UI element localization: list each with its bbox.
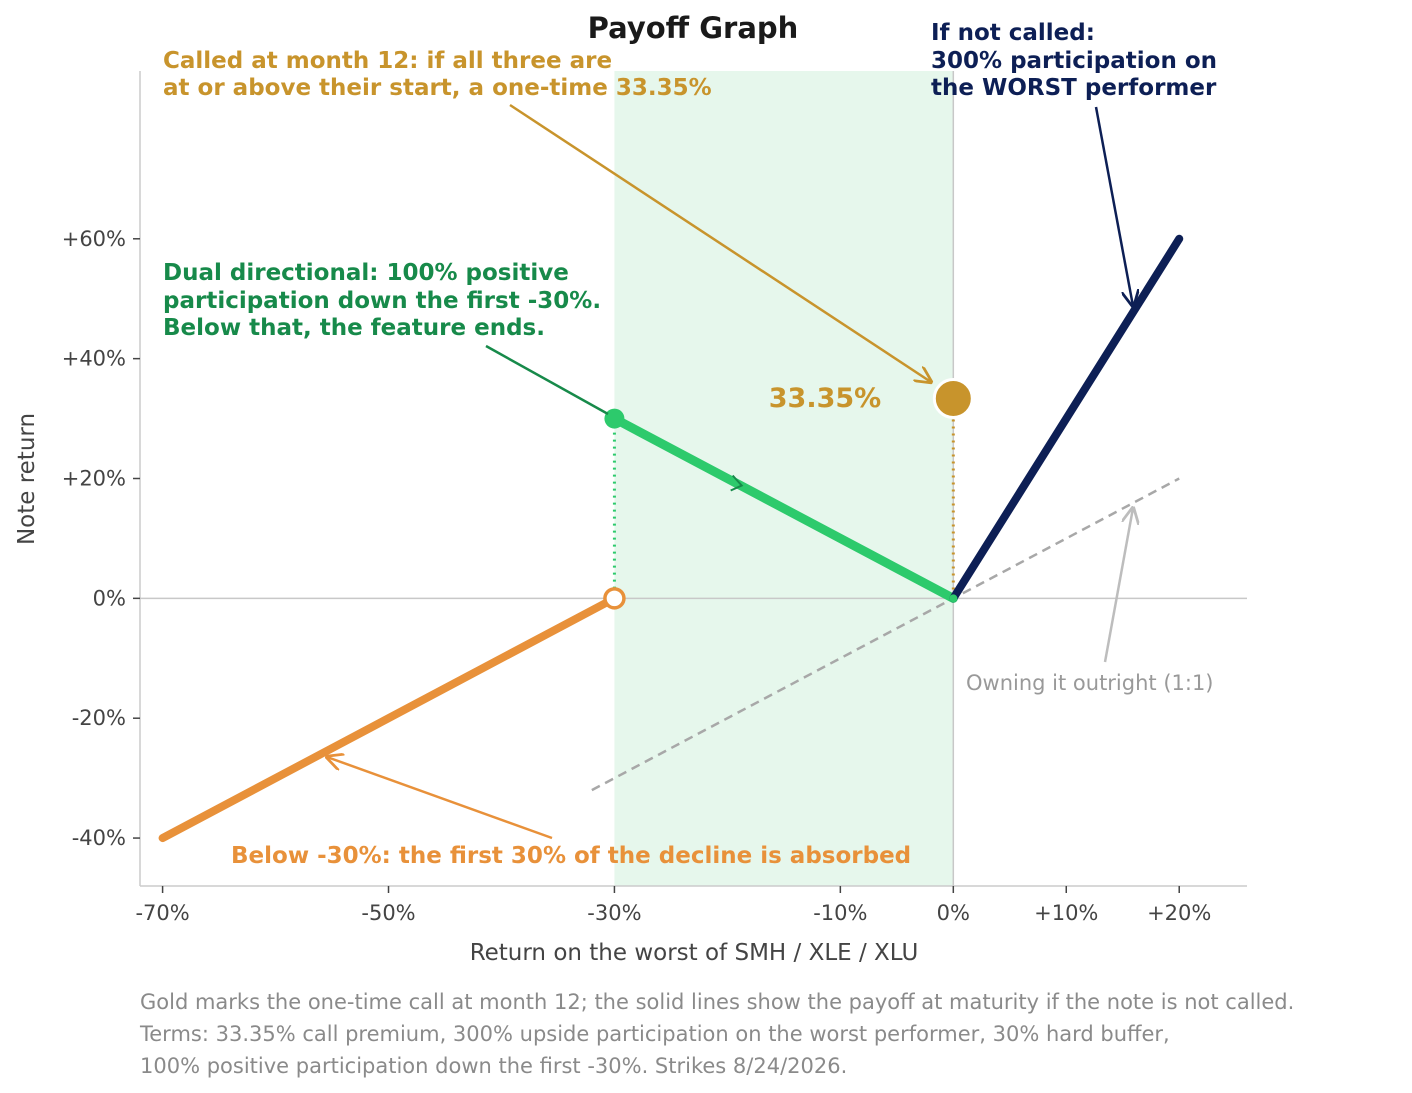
dual-start-marker [604,408,625,429]
payoff-chart: -70% -50% -30% -10% 0% +10% +20% -40% -20% 0% +20… [14,11,1247,966]
x-tick-label: 0% [937,901,970,925]
x-tick-label: -30% [587,901,641,925]
chart-caption: Gold marks the one-time call at month 12… [140,986,1402,1082]
not-called-annotation-line-3: the WORST performer [931,75,1217,101]
buffer-annotation-arrow [327,757,553,840]
y-tick-label: 0% [93,586,126,610]
outright-annotation: Owning it outright (1:1) [966,671,1214,695]
buffer-annotation: Below -30%: the first 30% of the decline… [231,843,911,869]
shaded-dual-zone [614,71,954,886]
y-ticks: -40% -20% 0% +20% +40% +60% [62,227,140,850]
outright-dashed-line [591,477,1180,792]
buffer-zone-line [158,594,619,843]
dual-direction-chevron-icon [730,474,744,492]
dual-annotation-line-3: Below that, the feature ends. [163,315,545,341]
origin-dot [949,594,958,603]
call-point-marker [932,377,974,419]
y-axis-label: Note return [14,413,40,545]
chart-title: Payoff Graph [588,11,799,45]
caption-line-3: 100% positive participation down the fir… [140,1054,848,1078]
upside-participation-line [949,234,1184,603]
x-tick-label: +20% [1147,901,1211,925]
called-annotation-line-2: at or above their start, a one-time 33.3… [163,75,712,101]
y-tick-label: +60% [62,227,126,251]
not-called-annotation-arrow [1094,106,1133,306]
dual-annotation-arrow [485,344,609,416]
x-axis-label: Return on the worst of SMH / XLE / XLU [470,940,919,966]
buffer-end-marker [603,587,626,610]
x-tick-label: -10% [813,901,867,925]
call-value-label: 33.35% [769,383,881,414]
dual-annotation-line-2: participation down the first -30%. [163,288,601,314]
called-annotation-arrow [509,103,931,382]
y-tick-label: +40% [62,347,126,371]
y-tick-label: -40% [72,826,126,850]
called-annotation-line-1: Called at month 12: if all three are [163,48,612,74]
x-tick-label: +10% [1034,901,1098,925]
x-tick-label: -50% [361,901,415,925]
outright-annotation-arrow [1103,508,1133,663]
not-called-annotation-line-1: If not called: [931,20,1095,46]
caption-line-2: Terms: 33.35% call premium, 300% upside … [140,1022,1170,1046]
not-called-annotation-line-2: 300% participation on [931,48,1217,74]
dual-annotation-line-1: Dual directional: 100% positive [163,260,569,286]
x-tick-label: -70% [135,901,189,925]
y-tick-label: -20% [72,706,126,730]
y-tick-label: +20% [62,467,126,491]
dual-directional-line [609,414,958,603]
x-ticks: -70% -50% -30% -10% 0% +10% +20% [135,886,1211,925]
caption-line-1: Gold marks the one-time call at month 12… [140,990,1295,1014]
